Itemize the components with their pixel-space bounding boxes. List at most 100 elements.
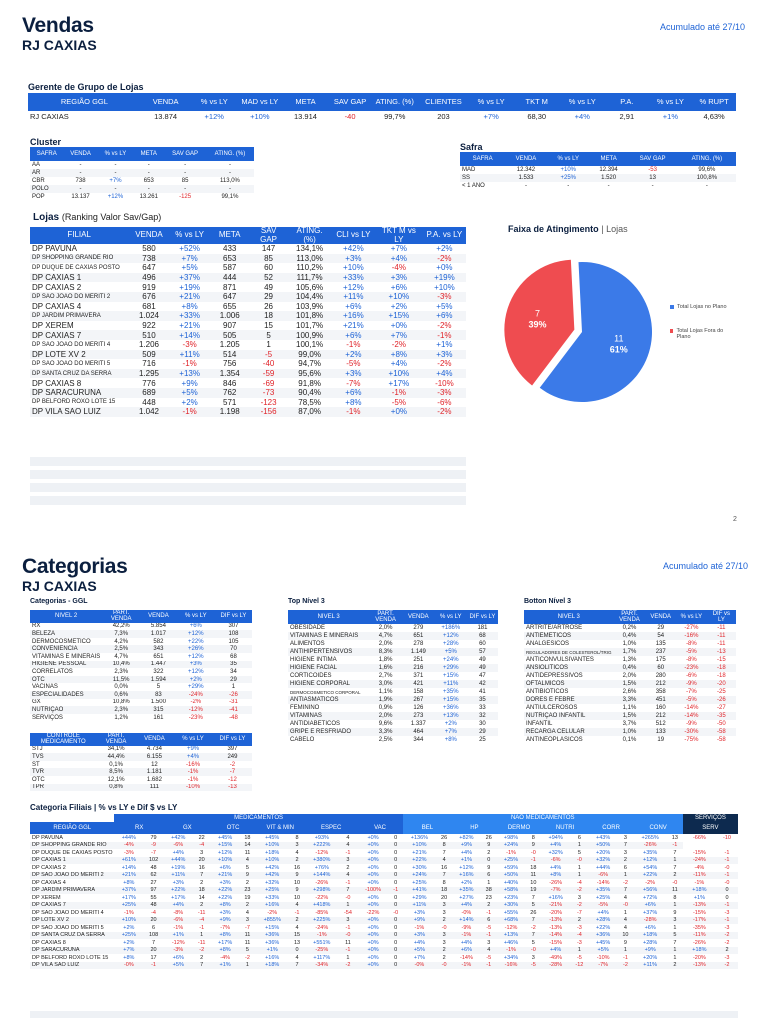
table-cell: +8% xyxy=(345,397,362,407)
table-cell: +93% xyxy=(314,834,329,841)
table-cell: 15 xyxy=(264,321,274,331)
table-cell: -0 xyxy=(569,856,589,864)
table-cell: -2% xyxy=(437,359,452,369)
table-row: ANTIDIABETICOS 9,6% 1.337 +2% 30 xyxy=(288,720,498,728)
table-cell: -1% xyxy=(496,946,526,954)
table-cell: -12 xyxy=(569,961,589,969)
safra-table: SAFRA VENDA% vs LY META SAV GAP ATING. (%) MA… xyxy=(460,152,736,190)
table-cell: 5 xyxy=(577,849,581,856)
table-cell: MAD xyxy=(462,167,476,173)
table-cell: 509 xyxy=(128,349,170,360)
table-cell: 0,1% xyxy=(622,737,637,743)
table-cell: +16% xyxy=(452,871,481,879)
table-cell: 1 xyxy=(569,841,589,849)
table-cell: 1 xyxy=(569,946,589,954)
table-cell: -53 xyxy=(648,167,657,173)
table-cell: 0 xyxy=(388,931,403,939)
table-cell: 587 xyxy=(223,263,237,273)
table-cell: -13% xyxy=(541,916,570,924)
column-header: % RUPT xyxy=(692,93,736,111)
table-cell: -26% xyxy=(549,879,563,886)
table-cell: DP CAXIAS 1 xyxy=(30,272,129,283)
table-cell: +3% xyxy=(219,879,231,886)
table-cell: +16% xyxy=(331,311,375,321)
table-row: ANTIEMETICOS 0,4% 54 -16% -11 xyxy=(524,632,736,640)
table-cell: -1 xyxy=(666,841,683,849)
lojas-heading-sub: (Ranking Valor Sav/Gap) xyxy=(61,212,162,222)
table-cell: -2 xyxy=(569,886,589,894)
table-row: NUTRIÇÃO INFANTIL 1,5% 212 -14% -35 xyxy=(524,712,736,720)
table-cell: -1% xyxy=(169,407,210,417)
table-cell: 42,2% xyxy=(112,623,130,630)
table-row: HIGIENE INTIMA 1,8% 251 +24% 49 xyxy=(288,656,498,664)
table-cell: DP CAXIAS 7 xyxy=(30,330,129,340)
table-cell: +30% xyxy=(412,864,427,871)
table-cell: +117% xyxy=(313,954,331,961)
table-cell: 2,0% xyxy=(622,673,637,679)
table-cell: 97 xyxy=(143,886,164,894)
table-cell: +36% xyxy=(255,931,290,939)
table-cell: 1 xyxy=(673,924,677,931)
table-cell: 113,0% xyxy=(287,253,332,264)
column-header: PART. VENDA xyxy=(96,733,136,746)
table-cell: TVR xyxy=(30,768,97,776)
table-cell: 2,0% xyxy=(378,625,393,631)
table-cell: 496 xyxy=(128,272,170,283)
table-cell: -0% xyxy=(114,961,144,969)
table-cell: +27% xyxy=(459,894,474,901)
table-cell: -0 xyxy=(441,924,447,931)
table-cell: -0 xyxy=(672,879,678,886)
table-cell: 716 xyxy=(142,359,156,369)
table-row: DP SHOPPING GRANDE RIO 738 +7% 653 85 113,0% +… xyxy=(30,253,466,264)
column-header: % vs LY xyxy=(648,93,693,111)
column-header: VIT & MIN xyxy=(255,822,306,834)
table-row: DP DUQUE DE CAXIAS POSTO -3% -7 +4% 3 +12% 11 +… xyxy=(30,849,738,857)
table-cell: DP SARACURUNA xyxy=(30,387,129,398)
table-cell: -0 xyxy=(617,901,634,909)
column-header: VENDA xyxy=(401,610,435,624)
table-cell: +11% xyxy=(402,901,437,909)
table-cell: -3 xyxy=(724,954,730,961)
table-cell: +1% xyxy=(255,946,290,954)
table-cell: 212 xyxy=(645,680,677,688)
table-cell: 108 xyxy=(143,931,164,939)
table-cell: 1.500 xyxy=(150,699,166,706)
table-cell: 0 xyxy=(388,916,403,924)
table-cell: 2 xyxy=(569,916,589,924)
table-cell: DP SAO JOAO DO MERITI 5 xyxy=(32,360,111,367)
table-cell: -5% xyxy=(391,397,406,407)
table-cell: 23 xyxy=(239,886,256,894)
table-cell: -16% xyxy=(676,632,707,640)
table-cell: 1.017 xyxy=(140,630,177,638)
table-cell: -4% xyxy=(694,864,705,871)
table-cell: -14% xyxy=(676,712,707,720)
table-cell: -5 xyxy=(486,954,492,961)
table-cell: 48 xyxy=(150,864,157,871)
table-cell: 99,0% xyxy=(287,349,332,360)
table-cell: 23 xyxy=(485,894,492,901)
table-cell: 4 xyxy=(346,834,350,841)
table-cell: 79 xyxy=(150,834,157,841)
table-cell: 2,7% xyxy=(378,673,393,679)
table-cell: ESPECIALIDADES xyxy=(30,690,103,699)
table-cell: ANTINEOPLASICOS xyxy=(526,737,583,743)
table-cell: -9 xyxy=(143,841,164,849)
table-cell: 18 xyxy=(244,834,251,841)
table-cell: 0 xyxy=(394,954,398,961)
table-cell: +22% xyxy=(633,871,667,879)
table-row: SERVIÇOS 1,2% 161 -23% -48 xyxy=(30,714,252,722)
table-cell: +56% xyxy=(633,886,667,894)
ggl-controle-table: CONTROLE MEDICAMENTO PART. VENDA VENDA% vs… xyxy=(30,733,252,792)
table-cell: 4,63% xyxy=(703,111,725,121)
table-cell: 9 xyxy=(487,864,491,871)
table-cell: DP SHOPPING GRANDE RIO xyxy=(30,253,129,264)
table-cell: 9 xyxy=(673,909,677,916)
table-cell: -5 xyxy=(249,349,288,360)
table-row: DERMOCOSMETICO 4,2% 582 +22% 105 xyxy=(30,638,252,646)
table-cell: 0 xyxy=(388,871,403,879)
table-cell: -11 xyxy=(717,641,726,647)
table-cell: 3 xyxy=(239,916,256,924)
table-cell: 212 xyxy=(645,712,677,720)
table-cell: 99,6% xyxy=(698,167,716,173)
table-cell: +22% xyxy=(402,856,437,864)
